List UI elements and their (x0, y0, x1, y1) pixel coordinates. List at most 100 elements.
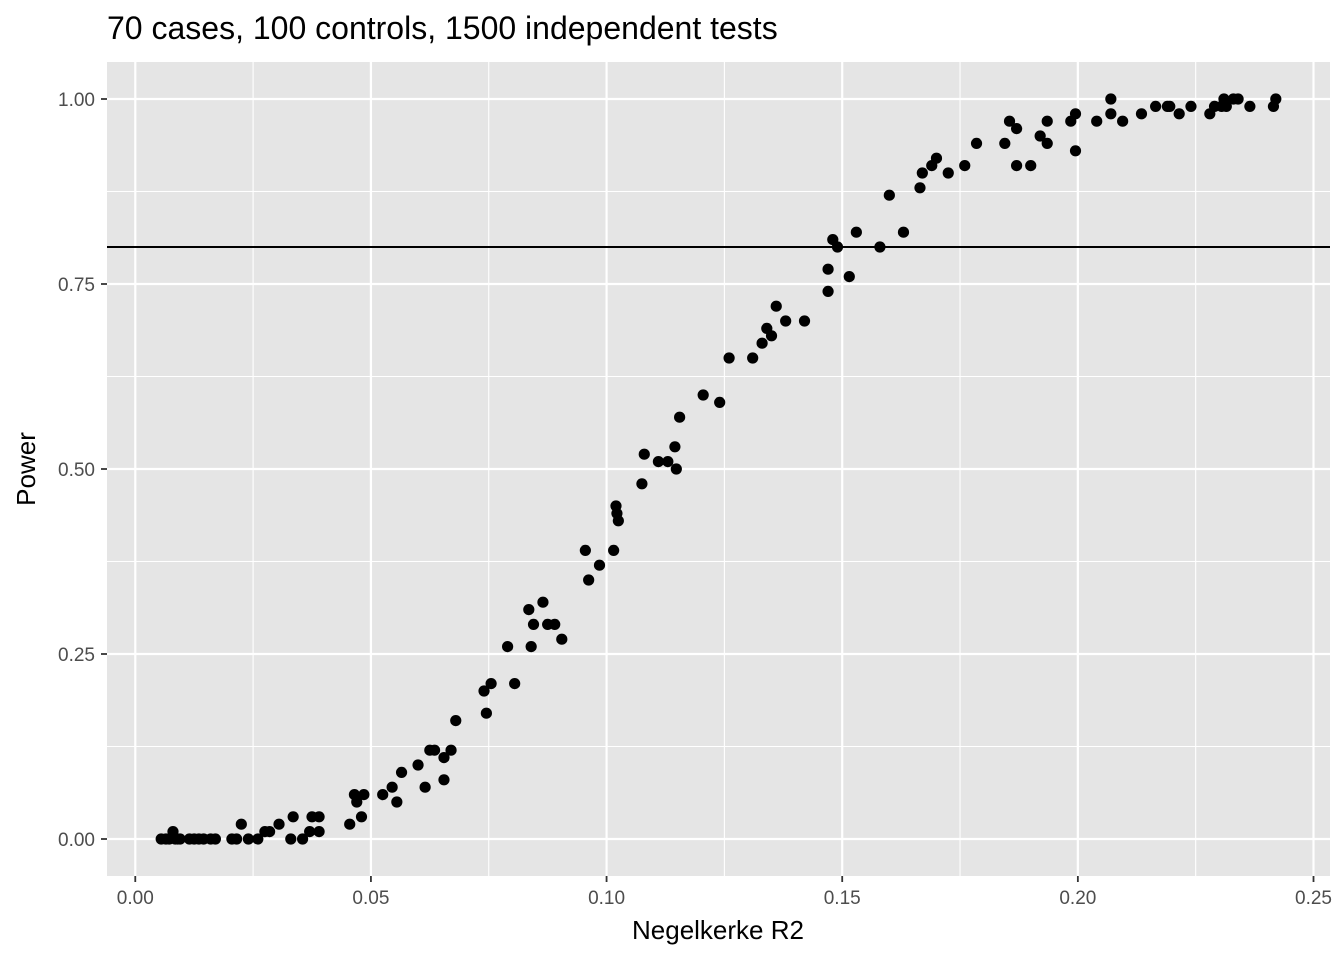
y-tick-label: 0.75 (58, 275, 95, 296)
data-point (697, 389, 709, 401)
data-point (501, 641, 514, 653)
data-point (438, 774, 450, 786)
data-point (897, 226, 910, 238)
data-point (412, 759, 424, 771)
data-point (419, 781, 431, 793)
data-point (1003, 115, 1016, 127)
chart-title: 70 cases, 100 controls, 1500 independent… (107, 10, 778, 46)
data-point (296, 833, 309, 845)
data-point (780, 315, 792, 327)
data-point (970, 137, 983, 149)
data-point (344, 818, 356, 830)
data-point (1164, 100, 1176, 112)
data-point (636, 478, 648, 490)
y-tick-label: 0.00 (58, 830, 95, 851)
data-point (174, 833, 186, 845)
data-point (313, 826, 325, 838)
data-point (843, 271, 855, 283)
data-point (765, 330, 778, 342)
data-point (1069, 145, 1082, 157)
data-point (1041, 115, 1053, 127)
data-point (273, 818, 285, 830)
x-tick-label: 0.05 (352, 888, 389, 909)
data-point (652, 456, 665, 468)
data-point (1232, 93, 1244, 105)
data-point (1105, 108, 1117, 120)
data-point (209, 833, 221, 845)
data-points (155, 93, 1282, 845)
data-point (822, 263, 834, 275)
data-point (579, 544, 591, 557)
data-point (549, 618, 561, 631)
data-point (235, 818, 247, 830)
y-tick-label: 0.25 (58, 645, 95, 666)
data-point (608, 544, 620, 557)
data-point (756, 337, 768, 349)
data-point (916, 167, 928, 179)
data-point (428, 744, 441, 756)
data-point (1091, 115, 1103, 127)
data-point (930, 152, 943, 164)
y-tick-label: 0.50 (58, 460, 95, 481)
data-point (747, 352, 759, 364)
data-point (674, 411, 686, 423)
x-axis-title: Negelkerke R2 (632, 915, 804, 945)
data-point (537, 596, 549, 608)
data-point (798, 315, 811, 327)
data-point (583, 574, 595, 586)
x-tick-label: 0.20 (1059, 888, 1096, 909)
data-point (914, 182, 926, 194)
data-point (714, 396, 726, 408)
data-point (252, 833, 264, 845)
y-axis-title: Power (11, 432, 41, 506)
major-gridlines (107, 62, 1330, 876)
data-point (850, 226, 862, 238)
data-point (395, 766, 408, 779)
data-point (478, 685, 490, 697)
data-point (287, 811, 299, 823)
data-point (1025, 160, 1037, 172)
data-point (770, 300, 782, 312)
data-point (1185, 100, 1197, 112)
data-point (480, 707, 492, 719)
data-point (313, 811, 325, 823)
data-point (525, 641, 537, 653)
data-point (263, 826, 276, 838)
data-point (386, 781, 398, 793)
data-point (231, 833, 243, 845)
data-point (1105, 93, 1117, 105)
x-tick-label: 0.25 (1295, 888, 1332, 909)
data-point (959, 160, 971, 172)
data-point (242, 833, 254, 845)
data-point (450, 715, 462, 727)
data-point (669, 441, 681, 453)
data-point (1150, 100, 1162, 112)
y-tick-label: 1.00 (58, 90, 95, 111)
data-point (1135, 108, 1148, 120)
data-point (831, 241, 844, 253)
data-point (638, 448, 650, 460)
data-point (1010, 123, 1023, 135)
data-point (1173, 108, 1185, 120)
data-point (1117, 115, 1129, 127)
data-point (1034, 130, 1046, 142)
data-point (1270, 93, 1282, 105)
data-point (1220, 100, 1232, 112)
data-point (874, 241, 886, 253)
data-point (1010, 160, 1023, 172)
data-point (822, 285, 834, 297)
data-point (1069, 108, 1082, 120)
data-point (445, 744, 457, 756)
data-point (612, 515, 624, 527)
data-point (358, 789, 370, 801)
data-point (723, 352, 735, 364)
data-point (485, 678, 497, 690)
x-tick-label: 0.15 (824, 888, 861, 909)
data-point (942, 167, 954, 179)
data-point (438, 752, 450, 764)
data-point (670, 463, 682, 475)
data-point (523, 604, 535, 616)
data-point (1244, 100, 1256, 112)
x-axis-ticks: 0.00 0.05 0.10 0.15 0.20 0.25 (117, 876, 1332, 909)
data-point (593, 559, 606, 571)
